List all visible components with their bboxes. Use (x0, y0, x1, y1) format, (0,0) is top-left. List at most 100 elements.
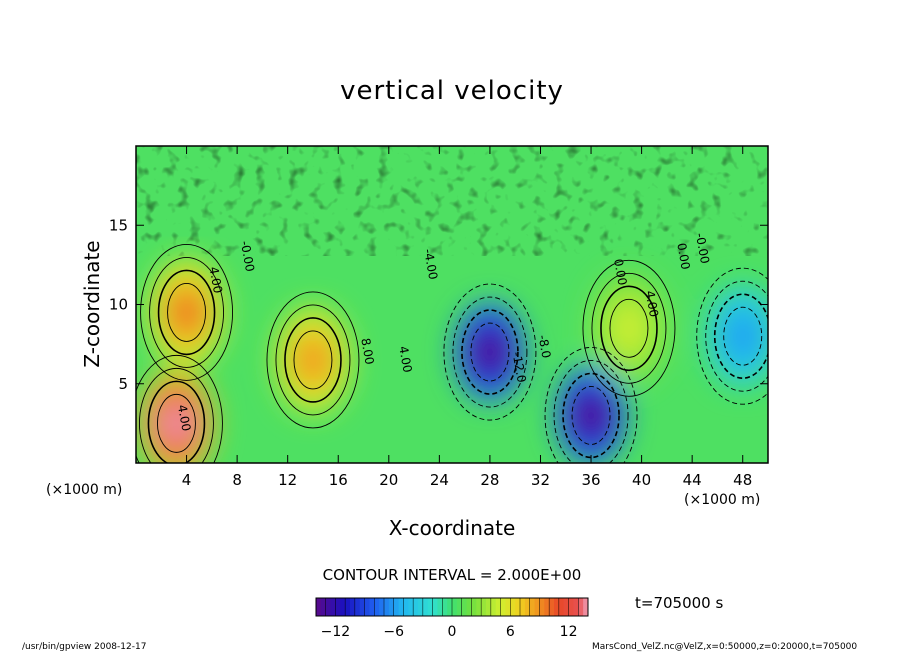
contour-line-3-2 (461, 309, 519, 395)
contour-line-1-3 (139, 367, 214, 463)
feature-blob-1 (162, 405, 191, 442)
contour-label: 4.00 (643, 289, 661, 318)
contour-label: 4.00 (396, 345, 414, 374)
colorbar-cell (398, 598, 404, 616)
colorbar-cell (461, 598, 468, 616)
feature-blob-3 (476, 335, 504, 370)
upper-speckle (136, 146, 768, 256)
x-tick-label: 24 (430, 471, 449, 489)
colorbar-cell (563, 598, 570, 616)
contour-label: 4.00 (175, 404, 193, 433)
heatmap-field (136, 146, 768, 463)
contour-line-4-4 (544, 347, 638, 463)
colorbar-cell (316, 598, 322, 616)
feature-blob-6 (729, 319, 757, 354)
time-label: t=705000 s (635, 594, 724, 612)
colorbar-cell (578, 598, 584, 616)
colorbar: −12 −6 0 6 12 (315, 597, 589, 640)
colorbar-cell (320, 598, 327, 616)
colorbar-tick-label: 6 (506, 624, 515, 640)
colorbar-cell (408, 598, 414, 616)
contour-line-2-2 (284, 317, 342, 403)
contour-line-3-1 (470, 322, 510, 382)
contour-label: -8.0 (535, 334, 553, 359)
feature-blob-0 (172, 294, 201, 331)
contour-label: -0.00 (238, 240, 257, 273)
contour-line-6-1 (723, 306, 763, 366)
x-tick-label: 32 (531, 471, 550, 489)
colorbar-tick-label: −12 (321, 624, 351, 640)
contour-line-1-1 (156, 393, 196, 453)
colorbar-cell (393, 598, 400, 616)
colorbar-cell (456, 598, 463, 616)
footer-left: /usr/bin/gpview 2008-12-17 (22, 642, 147, 652)
contour-line-5-4 (582, 259, 676, 397)
contour-line-4-2 (562, 372, 620, 459)
contour-line-2-3 (275, 304, 351, 416)
colorbar-cell (568, 598, 574, 616)
contour-label: -12.0 (510, 351, 529, 384)
colorbar-cell (384, 598, 390, 616)
colorbar-cell (544, 598, 550, 616)
x-tick-label: 48 (733, 471, 752, 489)
contour-label: -4.00 (421, 248, 440, 281)
colorbar-tick-label: 12 (560, 624, 578, 640)
x-tick-label: 28 (480, 471, 499, 489)
x-tick-label: 40 (632, 471, 651, 489)
colorbar-cell (452, 598, 458, 616)
colorbar-cell (442, 598, 448, 616)
colorbar-cell (505, 598, 511, 616)
colorbar-cell (529, 598, 536, 616)
feature-blob-2 (298, 341, 327, 378)
feature-blob-4 (577, 398, 605, 433)
contour-line-4-1 (571, 386, 611, 445)
colorbar-cell (466, 598, 472, 616)
feature-blob-5 (614, 310, 643, 347)
contour-label: 8.00 (358, 337, 376, 366)
contour-line-0-4 (140, 243, 234, 381)
x-tick-label: 12 (278, 471, 297, 489)
colorbar-cell (418, 598, 424, 616)
colorbar-cell (388, 598, 395, 616)
contour-line-0-3 (149, 256, 225, 368)
contour-label: 4.00 (207, 266, 225, 295)
contour-line-1-2 (147, 380, 206, 463)
y-tick-label: 10 (109, 296, 128, 314)
contour-line-5-3 (591, 272, 667, 384)
contour-label: 0.00 (611, 258, 629, 287)
x-tick-label: 4 (182, 471, 192, 489)
x-tick-label: 20 (379, 471, 398, 489)
colorbar-cell (374, 598, 380, 616)
x-tick-label: 36 (581, 471, 600, 489)
colorbar-tick-label: −6 (383, 624, 404, 640)
contour-line-5-2 (600, 285, 658, 372)
colorbar-cell (359, 598, 366, 616)
x-tick-label: 16 (329, 471, 348, 489)
colorbar-cell (471, 598, 477, 616)
contour-label: -0.00 (693, 232, 712, 265)
x-tick-label: 8 (232, 471, 242, 489)
colorbar-cell (500, 598, 506, 616)
colorbar-cell (427, 598, 434, 616)
colorbar-cell (549, 598, 555, 616)
colorbar-cell (515, 598, 521, 616)
colorbar-cell (486, 598, 492, 616)
contour-line-6-4 (696, 267, 768, 405)
colorbar-cell (364, 598, 370, 616)
x-tick-label: 44 (683, 471, 702, 489)
colorbar-cell (539, 598, 545, 616)
colorbar-cell (490, 598, 497, 616)
colorbar-cell (583, 598, 589, 616)
colorbar-cell (413, 598, 419, 616)
colorbar-cell (510, 598, 516, 616)
y-tick-label: 5 (118, 375, 128, 393)
colorbar-cell (345, 598, 351, 616)
contour-line-1-4 (136, 354, 223, 463)
colorbar-cell (432, 598, 438, 616)
contour-line-2-1 (293, 330, 333, 390)
colorbar-cell (534, 598, 540, 616)
contour-line-3-3 (452, 296, 528, 408)
colorbar-cell (495, 598, 502, 616)
contour-line-2-4 (266, 291, 360, 429)
